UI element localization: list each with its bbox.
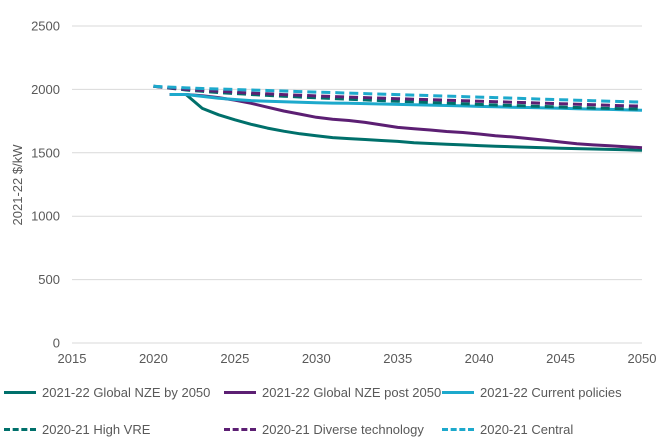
y-axis-label: 2021-22 $/kW [10,144,25,226]
legend-swatch-nze-by-2050 [4,390,36,394]
y-tick-label: 1000 [31,209,60,224]
x-tick-label: 2040 [465,351,494,366]
series-line-6 [153,84,643,104]
legend-swatch-central [442,427,474,431]
y-tick-label: 1500 [31,145,60,160]
series-line-1 [169,93,643,152]
gridlines [72,25,642,281]
legend-label: 2020-21 Central [480,421,574,437]
y-tick-label: 0 [53,336,60,351]
legend-label: 2020-21 High VRE [42,421,151,437]
legend-swatch-diverse-technology [224,427,256,431]
x-tick-label: 2050 [628,351,657,366]
legend-item-high-vre: 2020-21 High VRE [4,420,150,438]
legend-item-central: 2020-21 Central [442,420,573,438]
x-tick-label: 2020 [139,351,168,366]
y-tick-label: 2000 [31,82,60,97]
legend-item-current-policies: 2021-22 Current policies [442,383,622,401]
x-tick-label: 2045 [546,351,575,366]
legend-label: 2021-22 Global NZE by 2050 [42,384,211,400]
x-tick-label: 2025 [220,351,249,366]
y-tick-label: 500 [38,272,60,287]
series-line-2 [169,93,643,150]
legend: 2021-22 Global NZE by 2050 2021-22 Globa… [0,376,658,442]
legend-label: 2021-22 Current policies [480,384,622,400]
legend-label: 2021-22 Global NZE post 2050 [262,384,442,400]
legend-label: 2020-21 Diverse technology [262,421,424,437]
x-tick-label: 2030 [302,351,331,366]
legend-swatch-high-vre [4,427,36,431]
x-tick-label: 2015 [58,351,87,366]
series-lines [153,84,643,152]
legend-swatch-nze-post-2050 [224,390,256,394]
legend-item-diverse-technology: 2020-21 Diverse technology [224,420,424,438]
x-axis-tick-labels: 2015 2020 2025 2030 2035 2040 2045 2050 [58,351,657,366]
y-tick-label: 2500 [31,19,60,34]
series-line-4 [153,84,643,111]
legend-swatch-current-policies [442,390,474,394]
y-axis-tick-labels: 0 500 1000 1500 2000 2500 [31,19,60,351]
legend-item-nze-post-2050: 2021-22 Global NZE post 2050 [224,383,441,401]
series-line-5 [153,84,643,108]
x-tick-label: 2035 [383,351,412,366]
legend-item-nze-by-2050: 2021-22 Global NZE by 2050 [4,383,210,401]
